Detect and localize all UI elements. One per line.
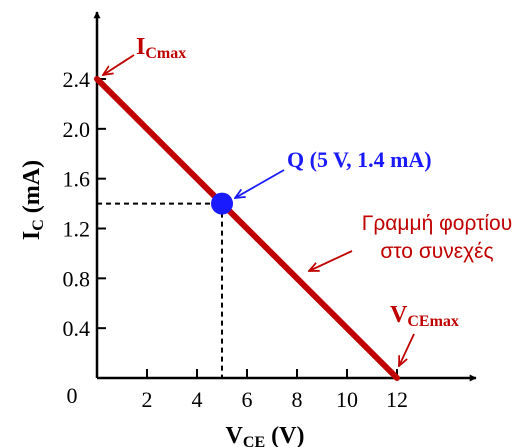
load-line: [94, 76, 400, 381]
x-tick-label: 10: [336, 387, 358, 412]
y-axis-label: IC (mA): [19, 160, 47, 240]
y-axis-label-tail: (mA): [19, 160, 45, 219]
y-tick-label: 1.2: [63, 217, 91, 242]
y-tick-group: 0.4 0.8 1.2 1.6 2.0 2.4: [63, 67, 106, 341]
vcemax-sub: CEmax: [407, 313, 459, 330]
vcemax-arrow: [399, 333, 415, 366]
y-tick-label: 0.8: [63, 266, 91, 291]
x-tick-label: 8: [292, 387, 303, 412]
y-axis-label-main: I: [19, 231, 45, 240]
x-axis-label-tail: (V): [265, 423, 304, 447]
x-tick-label: 12: [386, 387, 408, 412]
icmax-main: I: [136, 34, 145, 60]
icmax-annotation: ICmax: [136, 34, 186, 62]
x-tick-group: 2 4 6 8 10 12: [142, 369, 408, 412]
q-point-marker: [211, 192, 233, 215]
x-tick-label: 2: [142, 387, 153, 412]
y-tick-label: 2.0: [63, 117, 91, 142]
x-axis-label: VCE (V): [226, 423, 305, 447]
q-point-label: Q (5 V, 1.4 mA): [287, 147, 432, 172]
y-tick-label: 1.6: [63, 167, 91, 192]
vcemax-annotation: VCEmax: [390, 302, 459, 330]
vcemax-main: V: [390, 302, 408, 328]
x-axis-label-main: V: [226, 423, 244, 447]
x-tick-label: 4: [192, 387, 203, 412]
y-tick-label: 2.4: [63, 67, 91, 92]
load-line-label-line2: στο συνεχές: [380, 240, 493, 263]
load-line-label-line1: Γραμμή φορτίου: [362, 212, 512, 235]
q-point-arrow: [235, 169, 285, 198]
icmax-arrow: [103, 54, 135, 75]
origin-label: 0: [67, 383, 78, 408]
y-tick-label: 0.4: [63, 316, 91, 341]
load-line-arrow: [309, 250, 353, 271]
x-tick-label: 6: [242, 387, 253, 412]
y-axis-label-sub: C: [30, 219, 47, 231]
icmax-sub: Cmax: [145, 45, 186, 62]
x-axis-label-sub: CE: [243, 434, 265, 447]
